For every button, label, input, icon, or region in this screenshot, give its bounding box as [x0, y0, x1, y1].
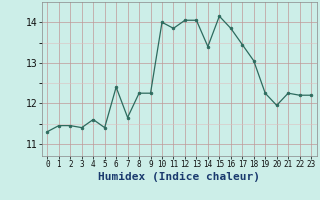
X-axis label: Humidex (Indice chaleur): Humidex (Indice chaleur) — [98, 172, 260, 182]
